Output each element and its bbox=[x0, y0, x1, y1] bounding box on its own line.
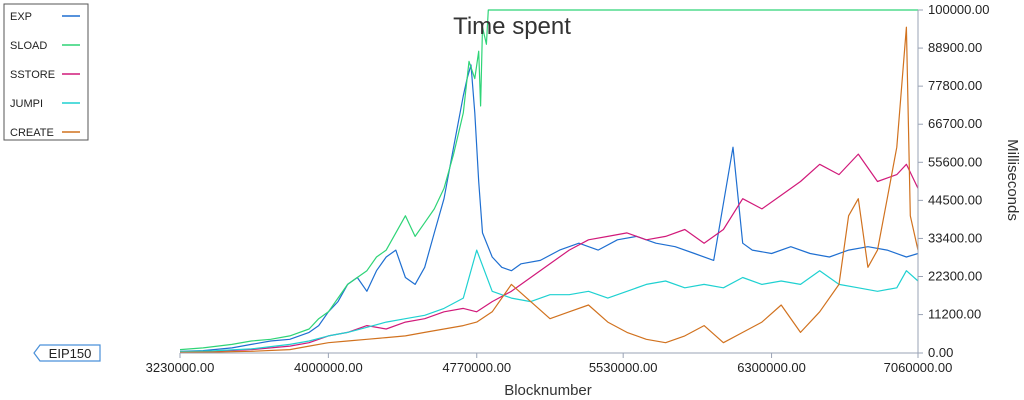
series-line-exp bbox=[179, 64, 919, 352]
y-tick-label: 33400.00 bbox=[928, 230, 982, 245]
plot-lines bbox=[179, 9, 919, 353]
y-tick-label: 0.00 bbox=[928, 345, 953, 360]
eip150-flag[interactable]: EIP150 bbox=[33, 344, 101, 362]
flag-shape bbox=[33, 344, 101, 362]
flag-label: EIP150 bbox=[49, 346, 92, 361]
chart-title: Time spent bbox=[453, 13, 571, 40]
y-tick-label: 22300.00 bbox=[928, 269, 982, 284]
series-line-create bbox=[179, 26, 919, 353]
y-tick-label: 55600.00 bbox=[928, 154, 982, 169]
legend: EXP SLOAD SSTORE JUMPI CREATE bbox=[3, 3, 89, 141]
x-axis-ticks: 3230000.00 4000000.00 4770000.00 5530000.00… bbox=[146, 353, 953, 375]
series-line-jumpi bbox=[179, 249, 919, 353]
y-tick-label: 11200.00 bbox=[928, 307, 981, 322]
y-tick-label: 44500.00 bbox=[928, 192, 982, 207]
x-axis-title: Blocknumber bbox=[504, 382, 592, 399]
legend-label: JUMPI bbox=[10, 98, 43, 110]
y-tick-label: 100000.00 bbox=[928, 2, 989, 17]
legend-label: EXP bbox=[10, 11, 32, 23]
legend-label: SLOAD bbox=[10, 40, 47, 52]
y-tick-label: 66700.00 bbox=[928, 116, 982, 131]
y-tick-label: 88900.00 bbox=[928, 40, 982, 55]
series-line-sload bbox=[179, 9, 918, 351]
y-axis-title: Milliseconds bbox=[1004, 139, 1021, 221]
x-tick-label: 4000000.00 bbox=[294, 360, 363, 375]
x-tick-label: 6300000.00 bbox=[737, 360, 806, 375]
legend-label: CREATE bbox=[10, 127, 54, 139]
y-axis-ticks: 0.00 11200.00 22300.00 33400.00 44500.00 5560… bbox=[918, 2, 989, 360]
x-tick-label: 5530000.00 bbox=[589, 360, 658, 375]
y-tick-label: 77800.00 bbox=[928, 78, 982, 93]
legend-box bbox=[3, 3, 89, 141]
x-tick-label: 7060000.00 bbox=[884, 360, 953, 375]
x-tick-label: 3230000.00 bbox=[146, 360, 215, 375]
x-tick-label: 4770000.00 bbox=[442, 360, 511, 375]
legend-label: SSTORE bbox=[10, 69, 55, 81]
